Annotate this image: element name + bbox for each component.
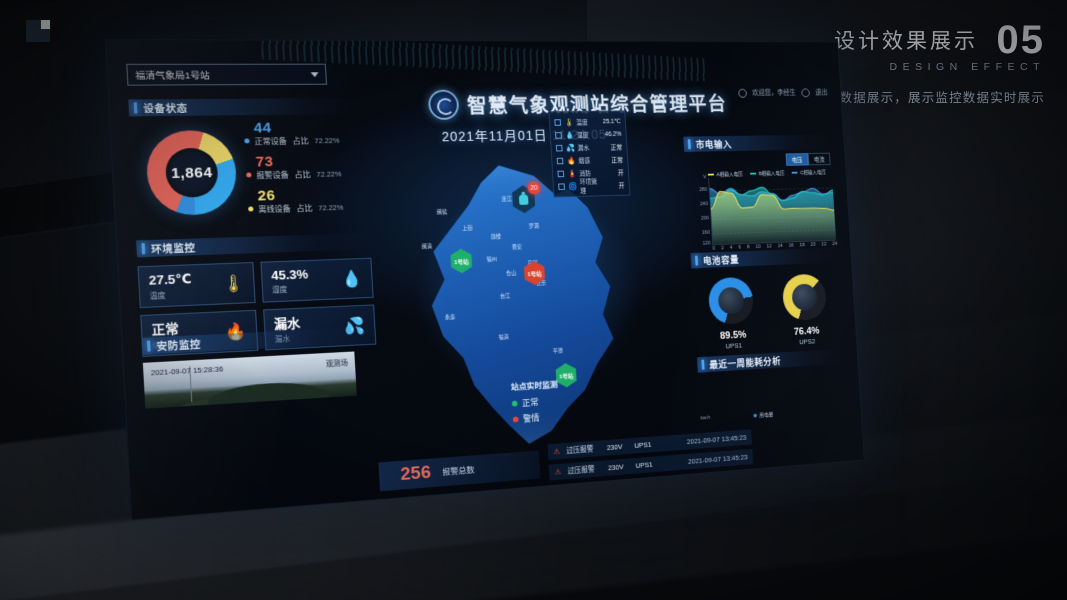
- scene: 设计效果展示 05 DESIGN EFFECT 以透视地图为主视觉，配合图表数据…: [0, 0, 1067, 600]
- vignette: [0, 0, 1067, 600]
